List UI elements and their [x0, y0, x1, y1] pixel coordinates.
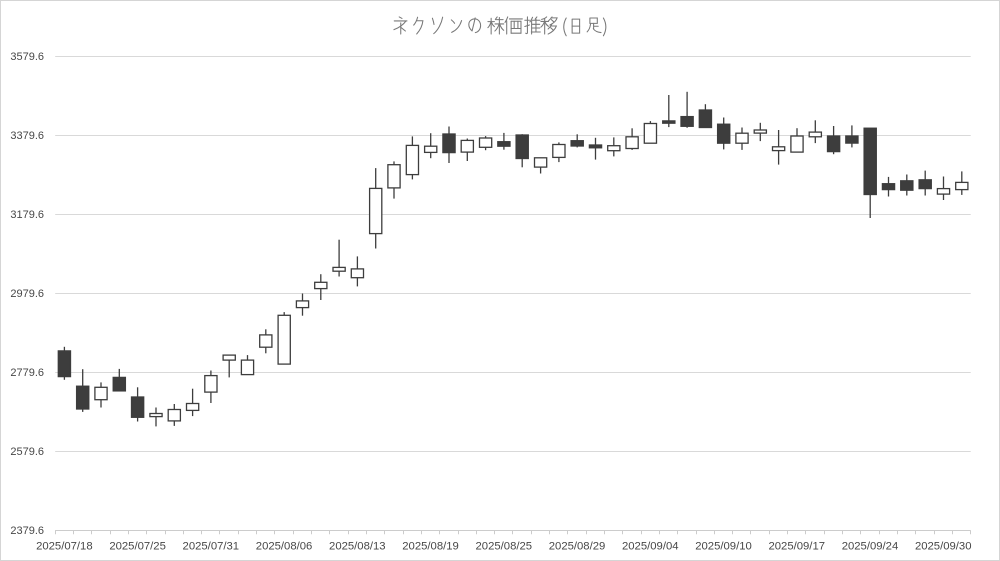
svg-text:2979.6: 2979.6 [10, 288, 44, 300]
svg-text:2025/09/10: 2025/09/10 [695, 541, 752, 553]
svg-text:3579.6: 3579.6 [10, 51, 44, 63]
svg-text:2025/09/04: 2025/09/04 [622, 541, 679, 553]
svg-text:3379.6: 3379.6 [10, 130, 44, 142]
svg-text:2779.6: 2779.6 [10, 367, 44, 379]
svg-text:2025/08/29: 2025/08/29 [549, 541, 606, 553]
svg-text:2025/08/06: 2025/08/06 [256, 541, 313, 553]
svg-text:2025/07/18: 2025/07/18 [36, 541, 93, 553]
svg-text:2025/09/30: 2025/09/30 [915, 541, 972, 553]
svg-text:2025/08/25: 2025/08/25 [476, 541, 533, 553]
svg-text:2025/09/17: 2025/09/17 [768, 541, 825, 553]
svg-text:2379.6: 2379.6 [10, 525, 44, 537]
svg-text:2025/08/19: 2025/08/19 [402, 541, 459, 553]
svg-text:2025/07/31: 2025/07/31 [183, 541, 240, 553]
svg-text:2025/08/13: 2025/08/13 [329, 541, 386, 553]
svg-text:2025/09/24: 2025/09/24 [842, 541, 899, 553]
svg-text:2579.6: 2579.6 [10, 446, 44, 458]
svg-text:3179.6: 3179.6 [10, 209, 44, 221]
svg-text:2025/07/25: 2025/07/25 [109, 541, 166, 553]
